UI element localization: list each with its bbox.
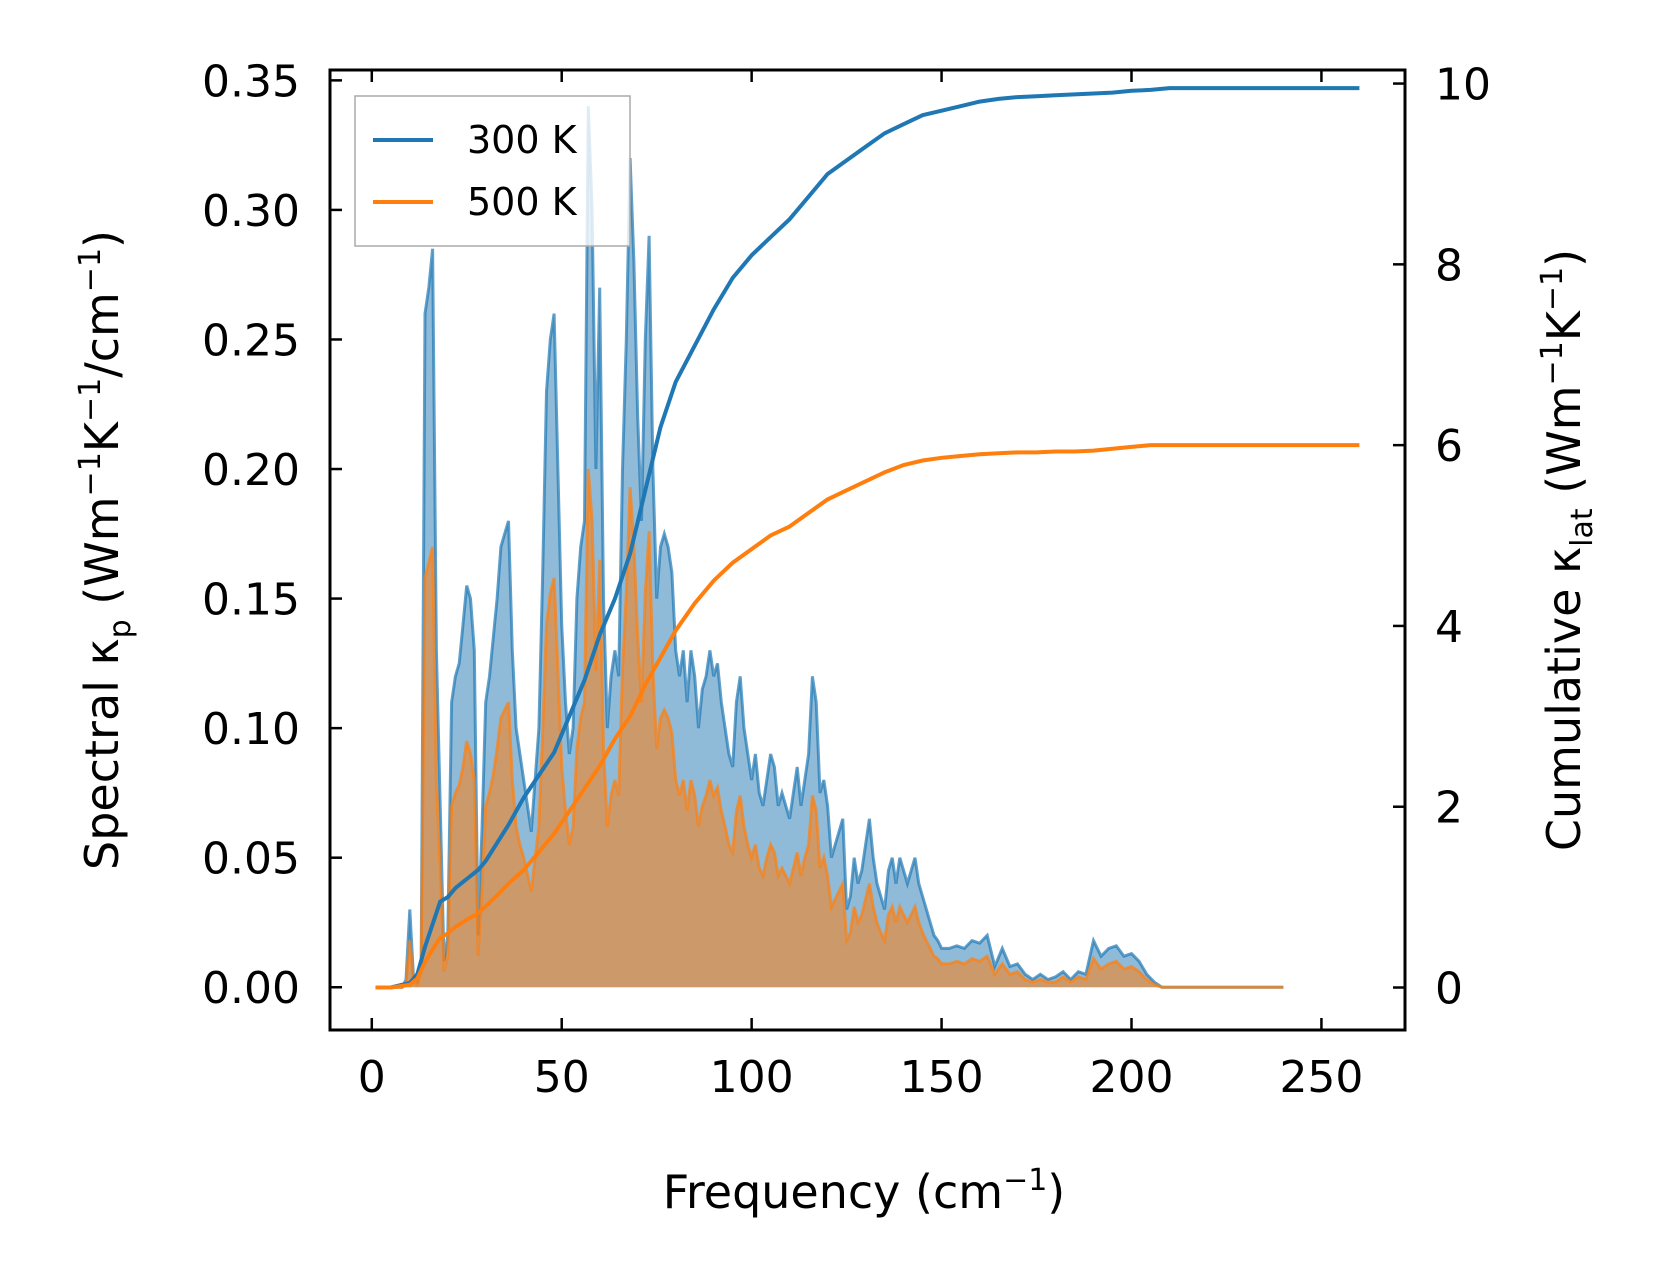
spectral-fill-500k: [375, 469, 1284, 988]
x-tick-label: 100: [710, 1052, 794, 1103]
spectral-line-500k: [375, 468, 1284, 989]
y-left-tick-label: 0.20: [202, 445, 300, 496]
plot-frame: [328, 68, 1407, 1032]
y-right-tick-label: 0: [1435, 964, 1463, 1015]
y-left-tick-label: 0.35: [202, 56, 300, 107]
legend: 300 K 500 K: [354, 95, 631, 247]
cumulative-line-300k: [375, 86, 1360, 990]
y-left-tick-label: 0.05: [202, 834, 300, 885]
y-axis-left-label: Spectral κp (Wm−1K−1/cm−1): [73, 230, 138, 870]
y-right-tick-label: 6: [1435, 421, 1463, 472]
x-tick-label: 50: [534, 1052, 590, 1103]
plot-area: [375, 86, 1360, 990]
y-left-tick-label: 0.25: [202, 315, 300, 366]
x-tick-label: 150: [900, 1052, 984, 1103]
x-tick-label: 250: [1279, 1052, 1363, 1103]
x-tick-label: 200: [1090, 1052, 1174, 1103]
y-right-tick-label: 2: [1435, 783, 1463, 834]
axis-layer: 0 50 100 150 200 2500.000.050.100.150.200.250…: [202, 56, 1491, 1103]
y-right-tick-label: 10: [1435, 60, 1491, 111]
legend-box: [354, 95, 631, 247]
plot-layer: [375, 86, 1360, 990]
spectral-line-300k: [375, 106, 1284, 989]
y-left-tick-label: 0.15: [202, 575, 300, 626]
legend-label: 500 K: [467, 180, 578, 224]
x-tick-label: 0: [358, 1052, 386, 1103]
x-axis-label: Frequency (cm−1): [663, 1163, 1066, 1219]
y-left-tick-label: 0.30: [202, 186, 300, 237]
y-right-tick-label: 4: [1435, 602, 1463, 653]
y-right-tick-label: 8: [1435, 240, 1463, 291]
legend-label: 300 K: [467, 118, 578, 162]
y-left-tick-label: 0.10: [202, 704, 300, 755]
cumulative-line-500k: [375, 443, 1360, 990]
y-left-tick-label: 0.00: [202, 963, 300, 1014]
y-axis-right-label: Cumulative κlat (Wm−1K−1): [1535, 249, 1600, 851]
